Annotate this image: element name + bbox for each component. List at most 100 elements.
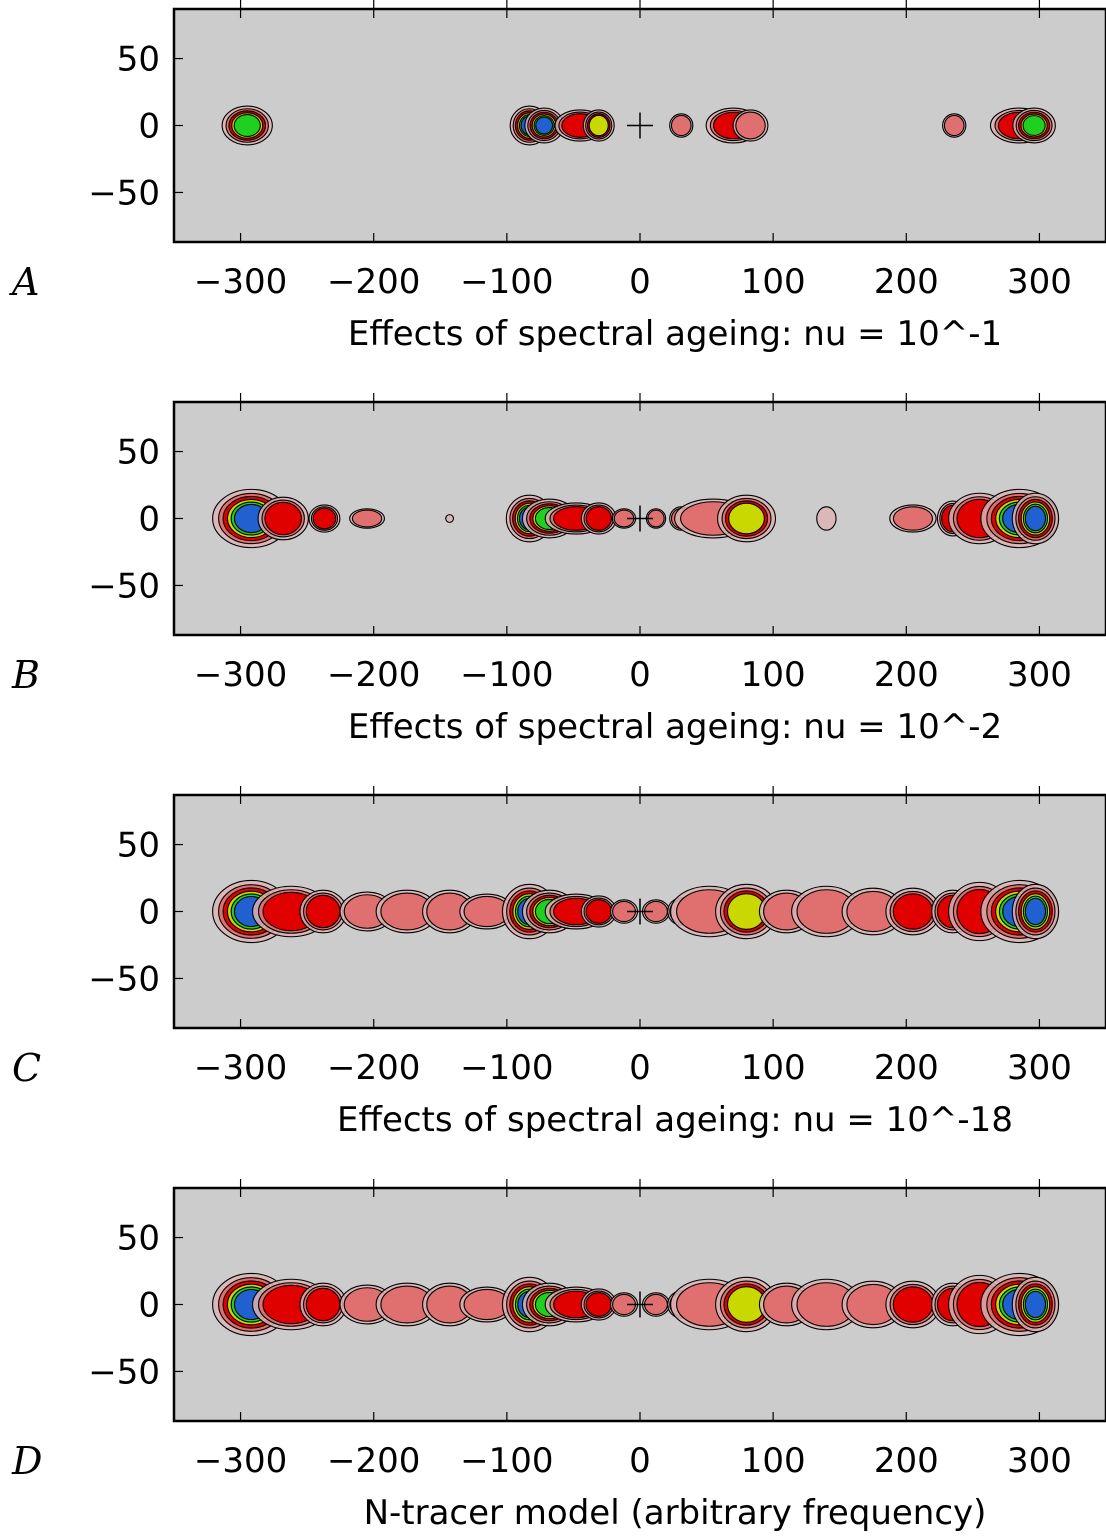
contour-level	[1024, 505, 1047, 532]
x-tick-label: −200	[327, 655, 420, 695]
emission-map	[212, 488, 1060, 549]
x-tick-label: 300	[1007, 1441, 1072, 1481]
contour-level	[535, 116, 554, 135]
emission-blob	[257, 496, 309, 541]
emission-blob	[609, 899, 639, 924]
contour-level	[728, 502, 765, 535]
contour-level	[892, 506, 934, 531]
emission-blob	[459, 893, 515, 930]
emission-map	[212, 1272, 1060, 1337]
contour-level	[585, 506, 612, 531]
x-axis-label: Effects of spectral ageing: nu = 10^-2	[348, 707, 1002, 747]
contour-level	[264, 501, 303, 536]
emission-blob	[1011, 492, 1060, 545]
emission-blob	[524, 107, 564, 144]
emission-map	[221, 105, 1056, 146]
x-tick-label: −300	[194, 1441, 287, 1481]
emission-blob	[299, 1282, 347, 1327]
x-tick-label: −300	[194, 655, 287, 695]
contour-level	[312, 507, 337, 530]
contour-level	[670, 114, 692, 137]
emission-blob	[445, 514, 455, 523]
emission-blob	[816, 506, 837, 531]
y-tick-label: −50	[88, 959, 160, 999]
x-tick-label: −200	[327, 1048, 420, 1088]
y-tick-label: 0	[138, 1286, 160, 1326]
x-tick-label: −200	[327, 1441, 420, 1481]
panel-d: −300 −200 −100 0 100 200 300 50 0 −50 N-tracer mod…	[11, 1179, 1106, 1533]
x-tick-label: 200	[874, 1441, 939, 1481]
emission-blob	[1011, 1276, 1060, 1333]
y-tick-label: 50	[117, 433, 160, 473]
x-tick-label: 100	[741, 262, 806, 302]
x-tick-label: 0	[629, 1048, 651, 1088]
contour-level	[351, 509, 383, 528]
x-tick-label: −300	[194, 262, 287, 302]
panel-c: −300 −200 −100 0 100 200 300 50 0 −50 Effects of s…	[12, 786, 1106, 1140]
contour-level	[305, 1287, 341, 1322]
contour-level	[892, 1286, 934, 1323]
contour-level	[1024, 897, 1047, 926]
x-tick-label: 100	[741, 1441, 806, 1481]
y-tick-label: −50	[88, 566, 160, 606]
y-tick-label: 0	[138, 107, 160, 147]
x-tick-label: 200	[874, 262, 939, 302]
emission-blob	[885, 1280, 941, 1329]
emission-blob	[791, 885, 862, 938]
x-axis-label: Effects of spectral ageing: nu = 10^-1	[348, 314, 1002, 354]
x-tick-label: −100	[460, 262, 553, 302]
x-tick-label: 0	[629, 1441, 651, 1481]
contour-level	[892, 893, 934, 930]
panel-letter: B	[11, 653, 40, 697]
x-tick-label: 0	[629, 655, 651, 695]
x-axis-label: Effects of spectral ageing: nu = 10^-18	[337, 1100, 1013, 1140]
y-tick-label: 0	[138, 500, 160, 540]
contour-level	[585, 899, 612, 924]
emission-blob	[308, 504, 341, 533]
panel-letter: D	[11, 1439, 42, 1483]
emission-blob	[375, 1282, 439, 1327]
x-tick-label: 200	[874, 1048, 939, 1088]
panel-a: −300 −200 −100 0 100 200 300 50 0 −50 Effects of s…	[9, 0, 1106, 354]
contour-level	[445, 514, 455, 523]
emission-blob	[422, 889, 478, 934]
contour-level	[943, 114, 965, 137]
contour-level	[585, 1292, 612, 1317]
emission-blob	[422, 1282, 478, 1327]
x-tick-label: 200	[874, 655, 939, 695]
contour-level	[588, 114, 609, 137]
emission-blob	[669, 113, 694, 138]
x-tick-label: −100	[460, 1048, 553, 1088]
emission-blob	[609, 1292, 639, 1317]
x-tick-label: 300	[1007, 655, 1072, 695]
contour-level	[1022, 115, 1046, 136]
emission-blob	[221, 105, 273, 146]
x-tick-label: 300	[1007, 262, 1072, 302]
emission-blob	[1011, 883, 1060, 940]
y-tick-label: 50	[117, 40, 160, 80]
x-tick-label: 0	[629, 262, 651, 302]
emission-blob	[732, 109, 769, 142]
emission-blob	[1012, 107, 1056, 144]
x-tick-label: −100	[460, 1441, 553, 1481]
emission-blob	[611, 508, 637, 529]
y-tick-label: 50	[117, 1219, 160, 1259]
emission-blob	[889, 504, 937, 533]
panel-b: −300 −200 −100 0 100 200 300 50 0 −50 Effects of s…	[11, 393, 1106, 747]
contour-level	[233, 113, 261, 138]
contour-level	[1024, 1290, 1047, 1319]
emission-blob	[715, 883, 778, 940]
y-tick-label: 0	[138, 893, 160, 933]
contour-level	[816, 506, 837, 531]
y-tick-label: −50	[88, 173, 160, 213]
panel-letter: A	[9, 260, 39, 304]
x-axis-label: N-tracer model (arbitrary frequency)	[364, 1493, 987, 1533]
contour-level	[735, 111, 766, 140]
emission-blob	[717, 494, 777, 543]
emission-blob	[791, 1278, 862, 1331]
emission-blob	[580, 895, 617, 928]
x-tick-label: 100	[741, 655, 806, 695]
emission-blob	[580, 502, 617, 535]
emission-blob	[299, 889, 347, 934]
